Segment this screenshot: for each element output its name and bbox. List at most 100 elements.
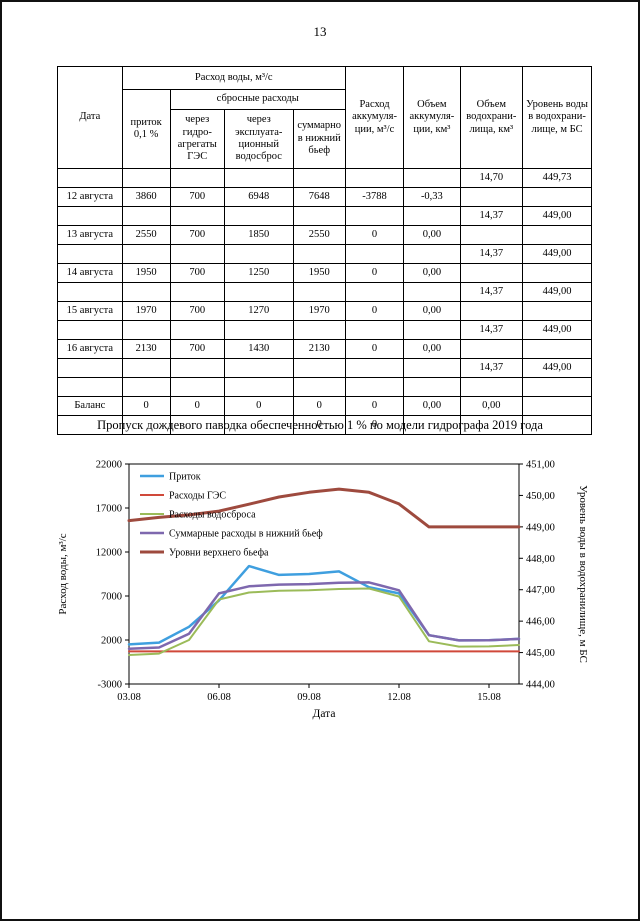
table-cell bbox=[522, 187, 592, 207]
table-cell bbox=[459, 377, 524, 397]
table-cell: 1250 bbox=[223, 263, 294, 283]
table-cell bbox=[403, 206, 461, 226]
table-cell bbox=[169, 282, 225, 302]
table-cell: 0,00 bbox=[403, 396, 461, 416]
table-cell: 0 bbox=[223, 396, 294, 416]
table-cell bbox=[459, 263, 524, 283]
right-axis-tick-label: 445,00 bbox=[526, 648, 555, 659]
legend-label: Уровни верхнего бьефа bbox=[169, 548, 269, 559]
table-cell bbox=[223, 377, 294, 397]
table-cell: 14,37 bbox=[459, 206, 524, 226]
table-cell bbox=[292, 282, 346, 302]
table-cell bbox=[57, 320, 123, 340]
table-row: 13 августа 2550 700 1850 2550 0 0,00 bbox=[57, 225, 592, 245]
x-axis-tick-label: 03.08 bbox=[117, 692, 141, 703]
table-cell: 0,00 bbox=[459, 396, 524, 416]
table-cell: 449,00 bbox=[522, 320, 592, 340]
table-cell: 15 августа bbox=[57, 301, 123, 321]
table-cell: 0 bbox=[344, 301, 405, 321]
right-axis-tick-label: 451,00 bbox=[526, 460, 555, 471]
table-cell: 3860 bbox=[121, 187, 171, 207]
col-header-total-downstream: суммарно в нижний бьеф bbox=[292, 109, 346, 169]
table-cell: 16 августа bbox=[57, 339, 123, 359]
table-cell: 700 bbox=[169, 225, 225, 245]
table-cell bbox=[344, 377, 405, 397]
table-cell bbox=[459, 225, 524, 245]
table-cell bbox=[459, 187, 524, 207]
table-cell: 2550 bbox=[121, 225, 171, 245]
table-cell bbox=[57, 168, 123, 188]
col-header-reservoir-volume: Объем водохрани-лища, км³ bbox=[459, 66, 524, 169]
table-cell: 0,00 bbox=[403, 225, 461, 245]
table-cell: 0 bbox=[344, 415, 405, 435]
table-cell bbox=[344, 206, 405, 226]
chart-svg: -3000 2000 7000 12000 17000 22000 444,00 445,00… bbox=[57, 460, 589, 721]
table-row: 14,37 449,00 bbox=[57, 244, 592, 264]
table-cell: 12 августа bbox=[57, 187, 123, 207]
table-cell: 449,00 bbox=[522, 282, 592, 302]
table-cell: 0,00 bbox=[403, 301, 461, 321]
table-cell bbox=[169, 168, 225, 188]
table-row: 12 августа 3860 700 6948 7648 -3788 -0,33 bbox=[57, 187, 592, 207]
right-axis-tick-label: 448,00 bbox=[526, 554, 555, 565]
col-header-release-group: сбросные расходы bbox=[169, 89, 346, 110]
table-cell bbox=[522, 263, 592, 283]
table-cell bbox=[223, 244, 294, 264]
table-cell: 0,00 bbox=[403, 263, 461, 283]
table-cell: 1950 bbox=[292, 263, 346, 283]
table-cell bbox=[344, 282, 405, 302]
table-cell bbox=[223, 206, 294, 226]
left-axis-title: Расход воды, м³/с bbox=[57, 533, 69, 614]
table-cell: 14,70 bbox=[459, 168, 524, 188]
table-cell bbox=[121, 377, 171, 397]
right-axis-tick-label: 444,00 bbox=[526, 680, 555, 691]
right-axis-tick-label: 446,00 bbox=[526, 617, 555, 628]
table-cell bbox=[223, 320, 294, 340]
table-cell bbox=[292, 358, 346, 378]
left-axis-tick-label: 2000 bbox=[101, 636, 122, 647]
table-cell bbox=[121, 358, 171, 378]
col-header-via-spillway: через эксплуата-ционный водосброс bbox=[223, 109, 294, 169]
table-cell bbox=[522, 396, 592, 416]
table-cell: 0 bbox=[344, 263, 405, 283]
table-cell: 2130 bbox=[121, 339, 171, 359]
table-cell: 700 bbox=[169, 339, 225, 359]
legend-label: Приток bbox=[169, 472, 201, 483]
series-line-2 bbox=[128, 587, 520, 656]
table-cell bbox=[522, 225, 592, 245]
table-cell bbox=[121, 206, 171, 226]
page-number: 13 bbox=[313, 24, 327, 39]
table-cell bbox=[403, 282, 461, 302]
table-cell bbox=[344, 168, 405, 188]
table-cell bbox=[344, 358, 405, 378]
right-axis-tick-label: 449,00 bbox=[526, 522, 555, 533]
table-cell bbox=[223, 168, 294, 188]
table-cell bbox=[344, 320, 405, 340]
series-line-0 bbox=[127, 564, 521, 646]
table-row: 16 августа 2130 700 1430 2130 0 0,00 bbox=[57, 339, 592, 359]
table-cell: 449,00 bbox=[522, 244, 592, 264]
table-cell: 14,37 bbox=[459, 358, 524, 378]
table-cell bbox=[169, 358, 225, 378]
x-axis-title: Дата bbox=[313, 708, 336, 720]
table-cell: 0 bbox=[121, 396, 171, 416]
table-cell: 14,37 bbox=[459, 282, 524, 302]
table-cell bbox=[223, 282, 294, 302]
table-cell: 700 bbox=[169, 187, 225, 207]
table-row: 15 августа 1970 700 1270 1970 0 0,00 bbox=[57, 301, 592, 321]
table-cell bbox=[403, 377, 461, 397]
table-row: 14,37 449,00 bbox=[57, 358, 592, 378]
table-cell: 0 bbox=[344, 339, 405, 359]
table-cell: 0 bbox=[344, 225, 405, 245]
table-cell bbox=[459, 339, 524, 359]
table-cell: 1430 bbox=[223, 339, 294, 359]
col-header-accum-discharge: Расход аккумуля-ции, м³/с bbox=[344, 66, 405, 169]
table-cell bbox=[57, 244, 123, 264]
table-cell: 14,37 bbox=[459, 320, 524, 340]
plot-area-border bbox=[128, 463, 520, 685]
table-row: 14,37 449,00 bbox=[57, 320, 592, 340]
table-cell: 2130 bbox=[292, 339, 346, 359]
table-cell: 700 bbox=[169, 301, 225, 321]
table-cell bbox=[403, 320, 461, 340]
